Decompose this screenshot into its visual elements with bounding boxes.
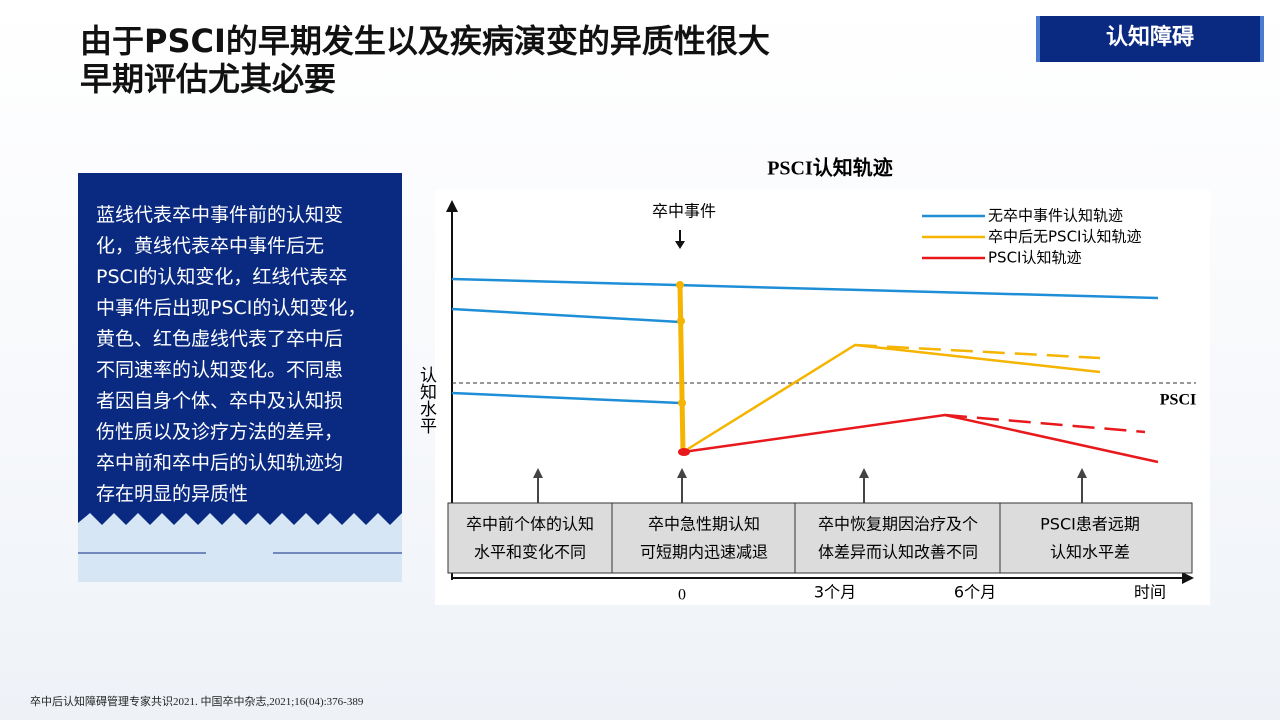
description-line: 存在明显的异质性 (96, 483, 249, 505)
phase-text: 认知水平差 (1050, 543, 1130, 562)
section-tag: 认知障碍 (1036, 16, 1264, 62)
slide-title: 由于PSCI的早期发生以及疾病演变的异质性很大 (80, 22, 770, 60)
phase-text: PSCI患者远期 (1040, 515, 1140, 534)
description-line: 者因自身个体、卒中及认知损 (96, 390, 344, 412)
phase-text: 卒中前个体的认知 (466, 515, 594, 534)
dot (678, 399, 686, 407)
chart-title: PSCI认知轨迹 (767, 156, 893, 180)
phase-arrows (537, 474, 1083, 503)
event-arrow (675, 241, 685, 249)
description-line: 蓝线代表卒中事件前的认知变 (96, 204, 344, 226)
description-line: 中事件后出现PSCI的认知变化， (96, 297, 367, 319)
phase-text: 卒中急性期认知 (648, 515, 760, 534)
phase-text: 体差异而认知改善不同 (818, 543, 978, 562)
threshold-label: PSCI (1160, 392, 1196, 409)
legend-label: 无卒中事件认知轨迹 (988, 207, 1123, 225)
x-label: 0 (678, 587, 686, 604)
panel-decoration (78, 513, 402, 582)
arrow-head (677, 468, 687, 478)
zigzag (78, 513, 402, 582)
orange-dashed (854, 343, 1101, 360)
description-line: 不同速率的认知变化。不同患 (96, 359, 344, 381)
x-label: 时间 (1134, 583, 1166, 602)
axis-arrow (446, 200, 458, 212)
description-line: 伤性质以及诊疗方法的差异， (96, 421, 344, 443)
dot (676, 281, 684, 289)
phase-text: 可短期内迅速减退 (640, 543, 768, 562)
phase-text: 卒中恢复期因治疗及个 (818, 515, 978, 534)
phase-text: 水平和变化不同 (474, 543, 586, 562)
trajectories (451, 277, 1159, 464)
description-line: PSCI的认知变化，红线代表卒 (96, 266, 348, 288)
blue-line (451, 391, 681, 405)
description-line: 化，黄线代表卒中事件后无 (96, 235, 325, 257)
arrow-head (1077, 468, 1087, 478)
arrow-heads (533, 468, 1087, 478)
description-line: 卒中前和卒中后的认知轨迹均 (96, 452, 344, 474)
phase-box (447, 502, 1193, 574)
slide-title: 早期评估尤其必要 (80, 60, 337, 98)
blue-line (451, 307, 681, 324)
x-label: 3个月 (814, 583, 856, 602)
blue-line (451, 277, 1159, 300)
footnote: 卒中后认知障碍管理专家共识2021. 中国卒中杂志,2021;16(04):37… (30, 696, 364, 708)
dot (678, 448, 690, 456)
dot (677, 317, 685, 325)
event-label: 卒中事件 (652, 202, 716, 221)
description-line: 黄色、红色虚线代表了卒中后 (96, 328, 344, 350)
arrow-head (859, 468, 869, 478)
orange-drop (677, 284, 686, 453)
arrow-head (533, 468, 543, 478)
y-axis-label: 认知水平 (416, 366, 437, 434)
legend-label: 卒中后无PSCI认知轨迹 (988, 228, 1141, 246)
red-dashed (944, 413, 1146, 434)
axis-arrow (1182, 572, 1194, 584)
description-panel: 蓝线代表卒中事件前的认知变 化，黄线代表卒中事件后无 PSCI的认知变化，红线代表卒… (78, 173, 402, 582)
x-label: 6个月 (954, 583, 996, 602)
legend-label: PSCI认知轨迹 (988, 249, 1081, 267)
